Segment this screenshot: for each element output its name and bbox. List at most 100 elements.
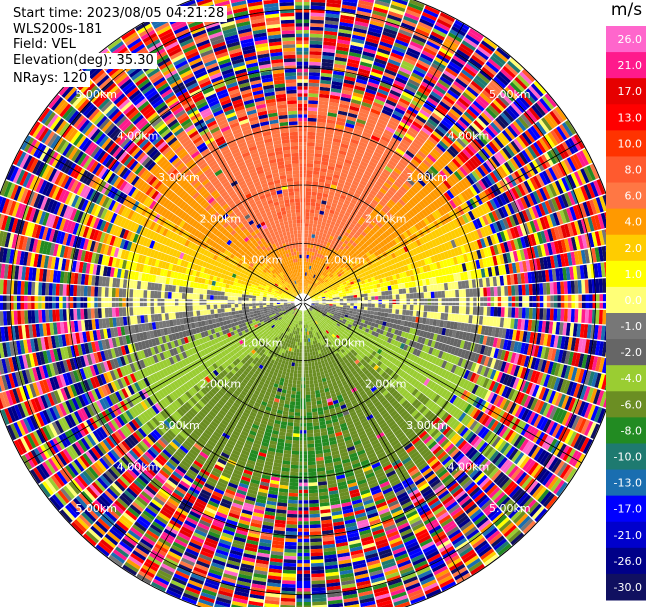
velocity-gate	[427, 312, 431, 318]
velocity-gate	[304, 251, 307, 255]
velocity-gate	[578, 309, 582, 323]
velocity-gate	[374, 308, 378, 312]
velocity-gate	[494, 307, 498, 316]
velocity-gate	[462, 289, 466, 297]
velocity-gate	[308, 93, 318, 97]
velocity-gate	[399, 294, 403, 299]
velocity-gate	[392, 309, 396, 314]
velocity-gate	[515, 308, 519, 318]
velocity-gate	[315, 150, 323, 154]
velocity-gate	[346, 308, 350, 311]
velocity-gate	[378, 292, 382, 296]
velocity-gate	[313, 178, 319, 182]
velocity-gate	[504, 307, 508, 317]
velocity-gate	[434, 312, 438, 319]
velocity-gate	[312, 227, 316, 231]
velocity-gate	[413, 293, 417, 299]
velocity-gate	[310, 23, 324, 27]
velocity-gate	[306, 181, 312, 185]
velocity-gate	[497, 307, 501, 317]
velocity-gate	[508, 307, 512, 317]
velocity-gate	[311, 202, 316, 206]
velocity-gate	[326, 303, 330, 304]
velocity-gate	[490, 287, 494, 296]
velocity-gate	[309, 255, 312, 259]
velocity-gate	[304, 244, 307, 248]
velocity-gate	[480, 288, 484, 297]
velocity-gate	[329, 300, 333, 302]
velocity-gate	[308, 259, 311, 263]
velocity-gate	[307, 244, 310, 248]
velocity-gate	[427, 292, 431, 298]
velocity-gate	[354, 295, 358, 298]
velocity-gate	[388, 313, 392, 318]
velocity-gate	[395, 284, 399, 289]
velocity-gate	[424, 305, 428, 311]
velocity-gate	[367, 293, 371, 297]
velocity-gate	[377, 312, 381, 316]
velocity-gate	[306, 195, 311, 199]
velocity-gate	[307, 153, 314, 157]
velocity-gate	[306, 202, 311, 206]
velocity-gate	[378, 308, 382, 312]
velocity-gate	[423, 286, 427, 292]
velocity-gate	[367, 290, 371, 294]
velocity-gate	[306, 265, 308, 269]
velocity-gate	[357, 298, 361, 301]
velocity-gate	[392, 290, 396, 295]
velocity-gate	[455, 306, 459, 314]
velocity-gate	[305, 234, 308, 238]
velocity-gate	[546, 283, 550, 295]
velocity-gate	[350, 306, 354, 309]
velocity-gate	[322, 300, 326, 301]
velocity-gate	[543, 283, 547, 295]
velocity-gate	[305, 230, 309, 234]
velocity-gate	[441, 291, 445, 298]
velocity-gate	[350, 308, 354, 311]
velocity-gate	[311, 13, 325, 17]
velocity-gate	[402, 310, 406, 315]
velocity-gate	[305, 223, 309, 227]
velocity-gate	[602, 310, 606, 325]
velocity-gate	[312, 231, 316, 235]
velocity-gate	[314, 213, 319, 217]
velocity-gate	[557, 309, 561, 321]
velocity-gate	[409, 288, 413, 294]
velocity-gate	[395, 314, 399, 319]
velocity-gate	[336, 297, 340, 299]
velocity-gate	[480, 307, 484, 316]
velocity-gate	[431, 305, 435, 311]
velocity-gate	[557, 282, 561, 294]
velocity-gate	[391, 285, 395, 290]
velocity-gate	[308, 230, 312, 234]
velocity-gate	[309, 76, 320, 80]
velocity-gate	[313, 355, 316, 359]
velocity-gate	[309, 58, 321, 62]
velocity-gate	[571, 281, 575, 294]
velocity-gate	[308, 114, 317, 118]
velocity-gate	[343, 299, 347, 301]
velocity-gate	[385, 291, 389, 295]
velocity-gate	[354, 298, 358, 301]
velocity-gate	[381, 312, 385, 316]
velocity-gate	[406, 294, 410, 299]
velocity-gate	[525, 308, 529, 319]
velocity-gate	[384, 286, 388, 291]
velocity-gate	[420, 311, 424, 317]
velocity-gate	[311, 195, 316, 199]
velocity-gate	[363, 287, 367, 291]
velocity-gate	[469, 306, 473, 314]
velocity-gate	[560, 282, 564, 295]
velocity-gate	[340, 305, 344, 307]
velocity-gate	[343, 305, 347, 307]
velocity-gate	[343, 296, 347, 298]
velocity-gate	[588, 310, 592, 324]
velocity-gate	[364, 307, 368, 310]
velocity-gate	[310, 248, 313, 252]
velocity-gate	[532, 284, 536, 295]
velocity-gate	[312, 234, 316, 238]
velocity-gate	[309, 86, 319, 90]
velocity-gate	[427, 305, 431, 311]
velocity-gate	[501, 286, 505, 296]
